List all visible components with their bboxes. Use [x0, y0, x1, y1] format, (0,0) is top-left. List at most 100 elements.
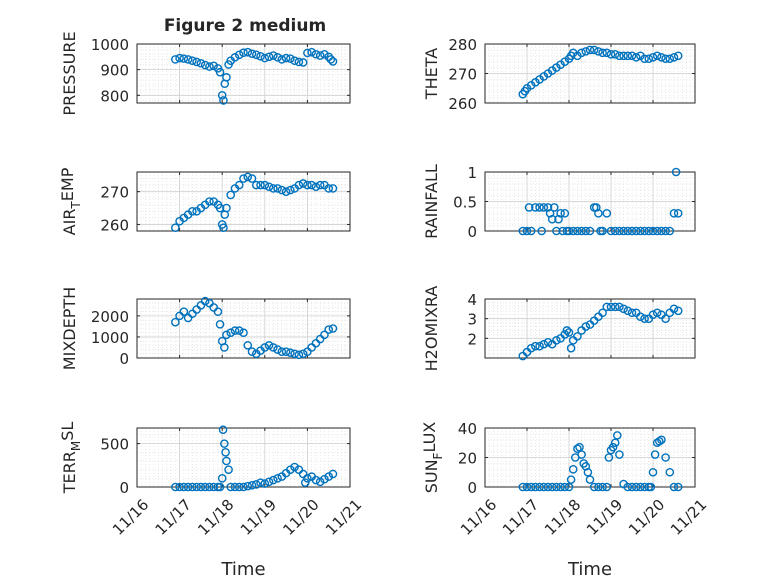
data-point [218, 425, 228, 435]
data-point [535, 482, 544, 492]
data-point [522, 226, 532, 236]
data-point [256, 180, 265, 190]
data-point [615, 450, 624, 459]
data-point [636, 226, 645, 236]
data-point [192, 482, 201, 492]
data-point [539, 203, 549, 212]
data-point [175, 482, 184, 492]
data-point [661, 453, 670, 462]
data-point [303, 180, 312, 190]
data-point [564, 226, 574, 236]
data-point [260, 343, 270, 352]
data-point [239, 174, 248, 183]
data-point [290, 349, 299, 359]
data-point [215, 319, 225, 329]
data-point [631, 52, 641, 62]
data-point [646, 482, 656, 492]
data-point [615, 302, 624, 312]
data-point [619, 304, 628, 314]
data-point [328, 184, 338, 193]
data-point [243, 47, 253, 57]
data-point [260, 53, 270, 63]
y-axis-label: RAINFALL [422, 164, 441, 239]
data-point [247, 480, 257, 490]
data-point [264, 477, 274, 487]
data-point [608, 442, 618, 452]
y-tick-label: 1000 [91, 329, 129, 347]
data-point [243, 172, 253, 182]
data-point [298, 179, 308, 188]
data-point [183, 482, 193, 492]
data-point [307, 47, 316, 57]
data-point [294, 57, 304, 67]
data-point [661, 314, 670, 323]
data-point [615, 51, 624, 61]
data-point [547, 214, 557, 224]
y-tick-label: 20 [458, 450, 477, 468]
data-point [556, 482, 565, 492]
y-axis-label: SUNFLUX [420, 422, 445, 494]
data-point [311, 49, 321, 59]
data-point [610, 226, 620, 236]
y-axis-label: PRESSURE [60, 31, 79, 115]
data-point [623, 482, 633, 492]
data-point [205, 197, 214, 206]
data-point [518, 482, 528, 492]
data-point [568, 226, 578, 236]
data-point [573, 444, 582, 453]
data-point [209, 482, 218, 492]
data-point [294, 350, 304, 360]
y-tick-label: 2000 [91, 308, 129, 326]
data-point [328, 324, 338, 333]
y-tick-label: 900 [100, 62, 129, 80]
data-point [281, 347, 291, 356]
y-tick-label: 1000 [91, 36, 129, 54]
data-point [294, 465, 304, 474]
data-point [247, 347, 257, 356]
data-point [222, 456, 231, 466]
y-axis-label: TERRMSL [58, 422, 83, 495]
data-point [273, 345, 282, 354]
data-point [673, 51, 683, 61]
figure-title: Figure 2 medium [164, 16, 326, 36]
data-point [575, 442, 584, 452]
y-tick-label: 800 [100, 87, 129, 105]
data-point [222, 73, 231, 82]
data-point [294, 180, 304, 190]
data-point [640, 54, 649, 64]
data-point [171, 482, 180, 492]
data-point [671, 167, 681, 177]
data-point [573, 332, 582, 341]
data-point [256, 52, 265, 61]
data-point [531, 482, 540, 492]
data-point [315, 180, 325, 190]
data-point [552, 335, 561, 345]
data-point [215, 482, 225, 492]
data-point [661, 54, 670, 64]
data-point [547, 482, 557, 492]
data-point [311, 182, 321, 192]
data-point [213, 307, 223, 316]
data-point [298, 58, 308, 67]
data-point [269, 475, 278, 485]
data-point [324, 472, 334, 481]
data-point [623, 51, 633, 61]
data-point [556, 208, 565, 218]
data-point [303, 474, 312, 483]
data-point [552, 482, 561, 492]
data-point [606, 50, 616, 59]
data-point [652, 226, 662, 236]
y-tick-label: 500 [100, 436, 129, 454]
data-point [673, 482, 683, 492]
data-point [260, 180, 270, 190]
y-tick-label: 2 [467, 330, 477, 348]
data-point [205, 62, 214, 71]
y-tick-label: 3 [467, 311, 477, 329]
data-point [583, 467, 593, 477]
data-point [234, 180, 244, 190]
data-point [665, 54, 675, 64]
data-point [657, 226, 666, 236]
data-point [665, 226, 675, 236]
data-point [669, 482, 679, 492]
y-axis-label: THETA [422, 48, 441, 100]
